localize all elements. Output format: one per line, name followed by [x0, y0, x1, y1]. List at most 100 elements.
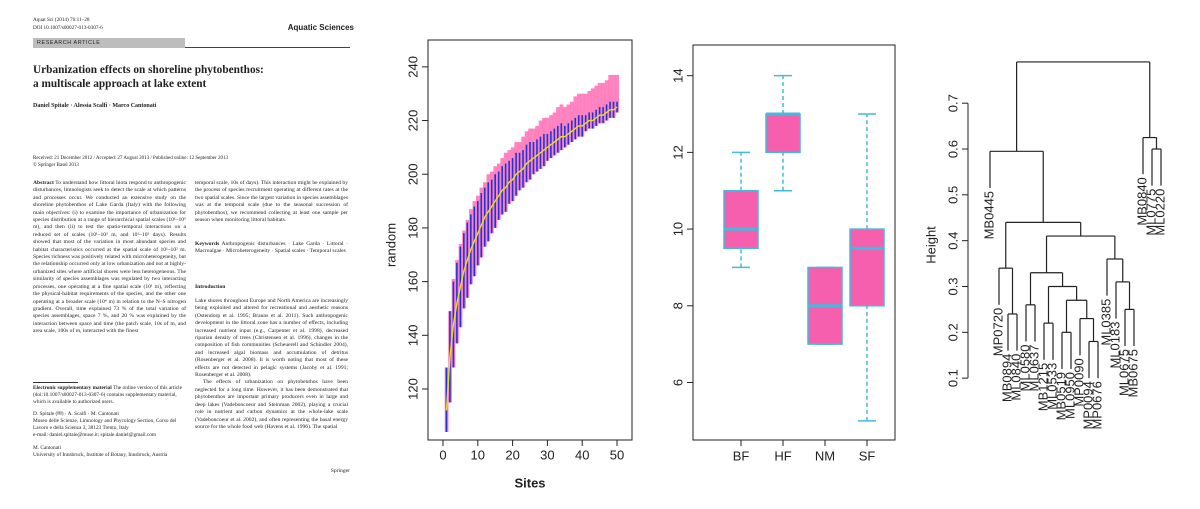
y-tick-label: 8	[670, 302, 685, 309]
y-axis-title: Height	[923, 226, 938, 264]
y-tick-label: 0.6	[945, 140, 960, 158]
affiliation: University of Innsbruck, Institute of Bo…	[33, 452, 168, 458]
y-tick-label: 180	[405, 217, 420, 239]
x-axis-title: Sites	[514, 475, 545, 490]
y-tick-label: 160	[405, 271, 420, 293]
band-segment	[608, 74, 613, 118]
authors: Daniel Spitale · Alessia Scalfi · Marco …	[33, 103, 157, 109]
leaf-label: MB0840	[1134, 177, 1149, 225]
received: Received: 21 December 2012 / Accepted: 2…	[33, 156, 228, 161]
affiliation: D. Spitale (✉) · A. Scalfi · M. Cantonat…	[33, 411, 119, 417]
keywords-text: Anthropogenic disturbances · Lake Garda …	[195, 241, 348, 255]
leaf-label: ML0840	[1008, 354, 1023, 401]
affiliation: e-mail: daniel.spitale@muse.it; spitale.…	[33, 432, 157, 438]
band-segment	[583, 93, 588, 132]
footnote-rule	[33, 382, 78, 383]
leaf-label: ML0533	[1044, 363, 1059, 410]
y-tick-label: 14	[670, 68, 685, 82]
x-tick-label: 30	[540, 447, 554, 462]
leaf-label: MP0676	[1089, 381, 1104, 429]
x-tick-label: HF	[774, 448, 791, 463]
y-tick-label: 0.2	[945, 323, 960, 341]
y-tick-label: 0.5	[945, 186, 960, 204]
box	[849, 228, 885, 307]
band-segment	[587, 91, 592, 129]
paragraph: Lake shores throughout Europe and North …	[195, 298, 348, 379]
y-tick-label: 0.3	[945, 277, 960, 295]
esm-label: Electronic supplementary material	[33, 385, 112, 391]
title-line: Urbanization effects on shoreline phytob…	[33, 64, 264, 76]
box	[765, 113, 801, 154]
paper-page: Aquat Sci (2014) 76:11–28 DOI 10.1007/s0…	[28, 8, 358, 492]
y-tick-label: 220	[405, 110, 420, 132]
x-tick-label: SF	[859, 448, 876, 463]
y-tick-label: 0.4	[945, 232, 960, 250]
leaf-label: ML0183	[1107, 322, 1122, 369]
keywords: Keywords Anthropogenic disturbances · La…	[195, 241, 348, 256]
esm-note: Electronic supplementary material The on…	[33, 385, 186, 406]
leaf-label: ML0385	[1098, 299, 1113, 346]
leaf-label: MB1215	[1035, 363, 1050, 411]
abstract: Abstract To understand how littoral biot…	[33, 180, 186, 336]
doi: DOI 10.1007/s00027-013-0307-6	[33, 25, 103, 31]
x-tick-label: 40	[575, 447, 589, 462]
x-tick-label: 50	[610, 447, 624, 462]
band-segment	[615, 74, 620, 113]
leaf-label: ML0220	[1152, 189, 1167, 236]
leaf-label: MP0090	[1071, 358, 1086, 406]
abstract-continued: temporal scale, 10s of days). This inter…	[195, 180, 348, 224]
y-tick-label: 6	[670, 379, 685, 386]
section-label: RESEARCH ARTICLE	[33, 38, 185, 48]
plot-frame	[692, 44, 896, 441]
leaf-label: ML0675	[1116, 349, 1131, 396]
x-tick-label: 0	[439, 447, 446, 462]
y-tick-label: 240	[405, 56, 420, 78]
band-segment	[601, 82, 606, 124]
leaf-label: MB0675	[1125, 349, 1140, 397]
band-segment	[594, 85, 599, 126]
leaf-label: MP0094	[1080, 381, 1095, 429]
y-tick-label: 12	[670, 145, 685, 159]
leaf-label: MB0519	[1053, 372, 1068, 420]
copyright: © Springer Basel 2013	[33, 163, 79, 168]
y-tick-label: 10	[670, 222, 685, 236]
affiliation: M. Cantonati	[33, 445, 61, 451]
mean-line	[445, 106, 618, 411]
y-axis-title: random	[383, 223, 398, 267]
x-tick-label: 10	[471, 447, 485, 462]
x-tick-label: NM	[815, 448, 835, 463]
leaf-label: ML0950	[1062, 372, 1077, 419]
leaf-label: MB0894	[999, 354, 1014, 402]
leaf-label: MP0720	[990, 308, 1005, 356]
leaf-label: ML0637	[1026, 344, 1041, 391]
leaf-label: ML0775	[1143, 189, 1158, 236]
y-tick-label: 0.7	[945, 94, 960, 112]
y-tick-label: 0.1	[945, 369, 960, 387]
leaf-label: MB0445	[981, 191, 996, 239]
band-segment	[597, 82, 602, 124]
band-segment	[611, 74, 616, 118]
box	[723, 189, 759, 250]
journal-name: Aquatic Sciences	[287, 23, 354, 32]
affiliation: Museo delle Scienze, Limnology and Phyco…	[33, 418, 177, 431]
y-tick-label: 140	[405, 324, 420, 346]
band-segment	[604, 80, 609, 121]
band-segment	[590, 88, 595, 129]
header-rule	[185, 47, 350, 48]
keywords-label: Keywords	[195, 241, 220, 247]
title-line: a multiscale approach at lake extent	[33, 78, 207, 90]
y-tick-label: 200	[405, 163, 420, 185]
abstract-text: To understand how littoral biota respond…	[33, 180, 186, 335]
paragraph: The effects of urbanization on phytobent…	[195, 379, 348, 430]
x-tick-label: BF	[733, 448, 750, 463]
y-tick-label: 120	[405, 378, 420, 400]
esm-text: The online version of this article (doi:…	[33, 385, 182, 405]
intro-paragraphs: Lake shores throughout Europe and North …	[195, 298, 348, 431]
section-heading: Introduction	[195, 284, 226, 290]
publisher-logo: Springer	[330, 468, 350, 474]
abstract-label: Abstract	[33, 180, 54, 186]
plot-frame	[427, 39, 633, 441]
